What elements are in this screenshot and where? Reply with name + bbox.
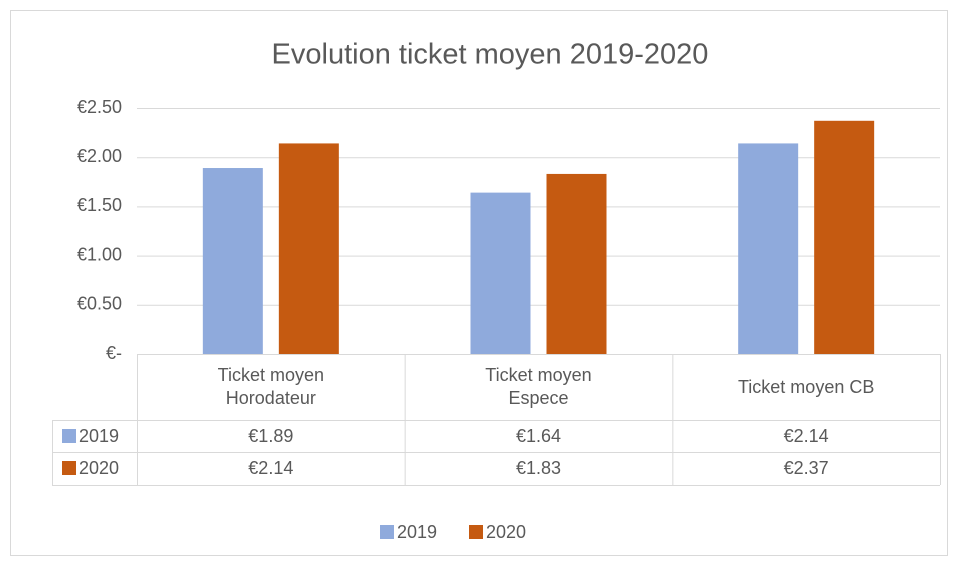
x-tick-label: Ticket moyen CB: [737, 376, 875, 397]
table-series-name: 2019: [79, 425, 120, 446]
bar: [278, 143, 339, 354]
x-tick-label: Ticket moyen Horodateur: [217, 365, 325, 408]
table-legend-key: [62, 429, 76, 443]
table-value: €1.64: [515, 425, 561, 446]
legend-key: [380, 525, 394, 539]
table-value: €2.14: [248, 458, 294, 478]
chart-title: Evolution ticket moyen 2019-2020: [272, 39, 709, 71]
y-tick-label: €1.00: [77, 244, 122, 264]
y-tick-label: €-: [106, 343, 122, 363]
table-value: €1.89: [248, 425, 294, 446]
y-tick-label: €2.50: [77, 97, 122, 117]
table-series-name: 2020: [79, 458, 120, 478]
x-tick-label: Ticket moyen Espece: [485, 365, 592, 408]
table-legend-key: [62, 461, 76, 475]
bar: [470, 192, 531, 354]
bar: [546, 173, 607, 354]
y-tick-label: €2.00: [77, 146, 122, 166]
bar: [814, 120, 875, 355]
legend-label: 2020: [486, 522, 526, 542]
bar: [738, 143, 799, 354]
y-tick-label: €0.50: [77, 294, 122, 314]
legend-key: [469, 525, 483, 539]
bar: [202, 168, 263, 354]
table-value: €2.37: [783, 458, 829, 478]
table-value: €2.14: [783, 425, 829, 446]
table-value: €1.83: [515, 458, 561, 478]
y-tick-label: €1.50: [77, 195, 122, 215]
legend-label: 2019: [397, 522, 437, 542]
